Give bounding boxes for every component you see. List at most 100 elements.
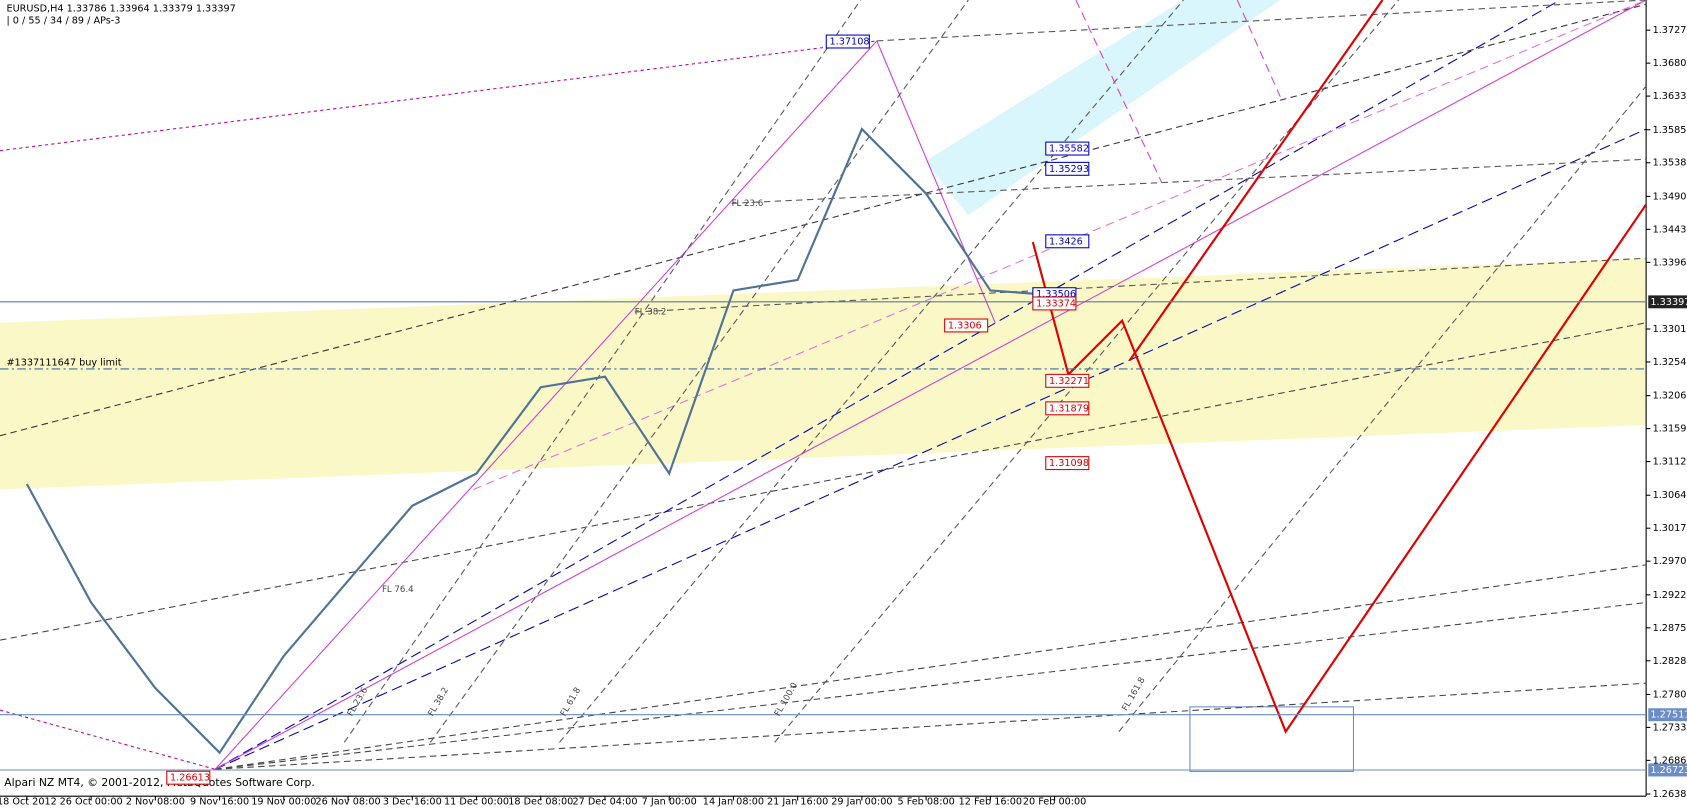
trend-line (559, 0, 1184, 743)
price-label: 1.26613 (170, 773, 210, 784)
x-tick-label: 29 Jan 00:00 (831, 797, 892, 808)
price-label-box (166, 770, 211, 785)
price-label: 1.35293 (1049, 164, 1089, 175)
trend-line (215, 682, 1647, 770)
x-tick-label: 20 Feb 00:00 (1023, 797, 1086, 808)
price-label-box (1032, 296, 1077, 311)
price-label: 1.35582 (1049, 144, 1089, 155)
y-tick-label: 1.27800 (1653, 689, 1687, 700)
y-tick-label: 1.32540 (1653, 357, 1687, 368)
price-label-box (1045, 373, 1090, 388)
trend-line (214, 0, 1647, 770)
x-tick-label: 26 Nov 08:00 (315, 797, 380, 808)
x-tick-label: 3 Dec 16:00 (383, 797, 442, 808)
zone (925, 0, 1281, 216)
y-tick-label: 1.35380 (1653, 158, 1687, 169)
zone-box (1189, 706, 1355, 772)
y-tick-label: 1.34900 (1653, 191, 1687, 202)
price-label: 1.32271 (1049, 376, 1089, 387)
footer: Alpari NZ MT4, © 2001-2012, MetaQuotes S… (4, 776, 314, 789)
x-tick-label: 26 Oct 00:00 (60, 797, 123, 808)
trend-line (0, 40, 877, 152)
y-tick-label: 1.33960 (1653, 257, 1687, 268)
y-tick-label: 1.3206 (1653, 391, 1687, 402)
y-tick-label: 1.29220 (1653, 590, 1687, 601)
price-label-box (825, 34, 870, 49)
price-label: 1.33374 (1036, 298, 1076, 309)
zone (0, 258, 1647, 490)
trend-line (0, 709, 216, 770)
x-tick-label: 5 Feb 08:00 (897, 797, 954, 808)
y-tick-label: 1.34430 (1653, 224, 1687, 235)
header-title: EURUSD,H4 1.33786 1.33964 1.33379 1.3339… (6, 4, 235, 15)
forecast-path (1128, 0, 1384, 362)
x-tick-label: 7 Jan 00:00 (642, 797, 697, 808)
trend-line (876, 40, 996, 323)
trend-line (215, 564, 1647, 770)
trend-line (731, 158, 1647, 204)
price-label-box (1045, 141, 1090, 156)
price-label-box (1045, 401, 1090, 416)
current-price-label: 1.33397 (1650, 297, 1687, 308)
fib-label: FL 23.6 (732, 199, 764, 209)
order-label: #1337111647 buy limit (6, 358, 121, 369)
x-tick-label: 18 Oct 2012 (0, 797, 57, 808)
level-label: 1.27511 (1650, 710, 1687, 721)
x-tick-label: 21 Jan 16:00 (767, 797, 828, 808)
trend-line (634, 257, 1647, 313)
price-label-box (1045, 161, 1090, 176)
y-tick-label: 1.27330 (1653, 722, 1687, 733)
x-tick-label: 9 Nov 16:00 (190, 797, 249, 808)
trend-line (214, 0, 1561, 770)
y-tick-label: 1.26380 (1653, 789, 1687, 800)
price-line (25, 127, 1055, 755)
x-tick-label: 12 Feb 16:00 (959, 797, 1022, 808)
y-tick-label: 1.29700 (1653, 556, 1687, 567)
trend-line (1118, 85, 1647, 732)
x-tick-label: 14 Jan 08:00 (703, 797, 764, 808)
y-tick-label: 1.3301 (1653, 324, 1687, 335)
price-label: 1.37108 (830, 37, 870, 48)
y-tick-label: 1.3112 (1653, 457, 1687, 468)
x-tick-label: 11 Dec 00:00 (444, 797, 509, 808)
y-tick-label: 1.36800 (1653, 58, 1687, 69)
x-tick-label: 19 Nov 00:00 (251, 797, 316, 808)
level-box (1648, 708, 1687, 722)
trend-line (343, 0, 862, 743)
trend-line (214, 40, 878, 770)
price-label-box (944, 318, 989, 333)
y-tick-label: 1.36330 (1653, 91, 1687, 102)
y-tick-label: 1.3017 (1653, 523, 1687, 534)
y-tick-label: 1.3064 (1653, 490, 1687, 501)
header-indicator: | 0 / 55 / 34 / 89 / APs-3 (6, 15, 120, 26)
x-tick-label: 2 Nov 08:00 (126, 797, 185, 808)
y-tick-label: 1.26860 (1653, 755, 1687, 766)
y-tick-label: 1.28280 (1653, 656, 1687, 667)
level-box (1648, 763, 1687, 777)
trend-line (1075, 0, 1163, 184)
trend-line (429, 0, 969, 743)
y-tick-label: 1.37270 (1653, 25, 1687, 36)
y-tick-label: 1.35850 (1653, 125, 1687, 136)
current-price-box (1648, 295, 1687, 309)
x-tick-label: 27 Dec 04:00 (572, 797, 637, 808)
price-label: 1.3426 (1049, 236, 1083, 247)
trend-line (1236, 0, 1281, 98)
price-label: 1.31098 (1049, 458, 1089, 469)
price-label-box (1045, 234, 1090, 249)
price-label-box (1045, 456, 1090, 471)
trend-line (215, 601, 1647, 770)
x-tick-label: 18 Dec 08:00 (508, 797, 573, 808)
price-label: 1.31879 (1049, 403, 1089, 414)
y-tick-label: 1.31590 (1653, 424, 1687, 435)
trend-line (214, 128, 1647, 770)
forecast-path (1031, 203, 1648, 734)
price-label: 1.33506 (1036, 289, 1076, 300)
y-tick-label: 1.28750 (1653, 623, 1687, 634)
fib-label: FL 38.2 (635, 308, 667, 318)
fib-label: FL 76.4 (382, 585, 414, 595)
price-label: 1.3306 (948, 320, 982, 331)
level-label: 1.26723 (1650, 765, 1687, 776)
